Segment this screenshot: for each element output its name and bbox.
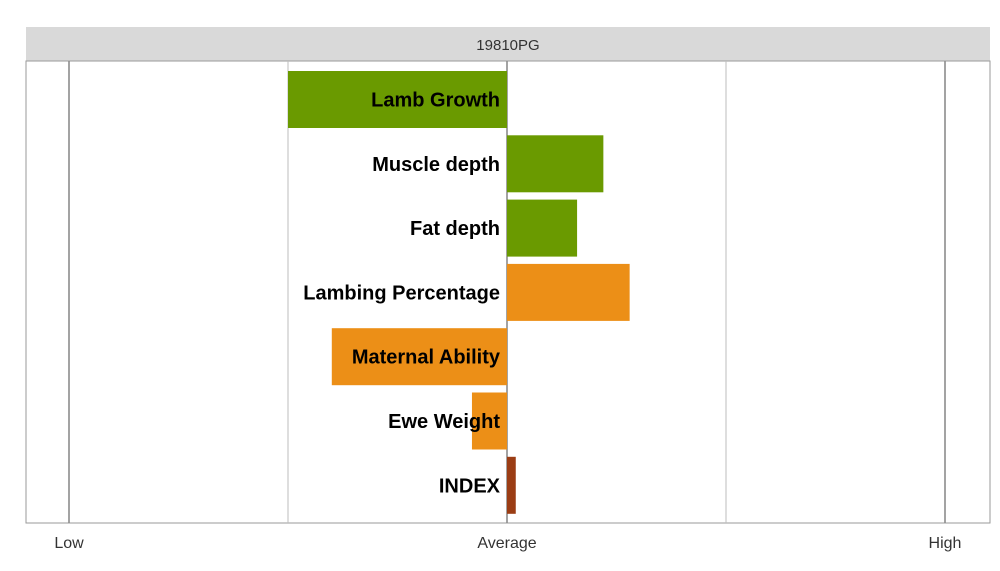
- bar-label: INDEX: [439, 475, 501, 497]
- bar-label: Maternal Ability: [352, 347, 501, 369]
- bar: [471, 392, 507, 450]
- x-tick-label: Low: [54, 535, 84, 552]
- bar: [507, 456, 516, 514]
- bar-label: Ewe Weight: [388, 411, 500, 433]
- x-tick-label: High: [929, 535, 962, 552]
- bar-label: Lamb Growth: [371, 90, 500, 112]
- bar: [507, 135, 604, 193]
- bar: [331, 328, 507, 386]
- bar-labels: Lamb Growth Muscle depth Fat depth Lambing …: [303, 90, 501, 498]
- bar: [507, 199, 578, 257]
- bars: [288, 71, 630, 514]
- x-tick-labels: Low Average High: [54, 535, 961, 552]
- x-tick-label: Average: [477, 535, 536, 552]
- bar-label: Lambing Percentage: [303, 282, 500, 304]
- panel-strip: [26, 27, 990, 61]
- bar-label: Fat depth: [410, 218, 500, 240]
- bar-label: Muscle depth: [372, 154, 500, 176]
- bar: [507, 263, 630, 321]
- panel-title: 19810PG: [476, 37, 539, 54]
- bar: [288, 71, 507, 128]
